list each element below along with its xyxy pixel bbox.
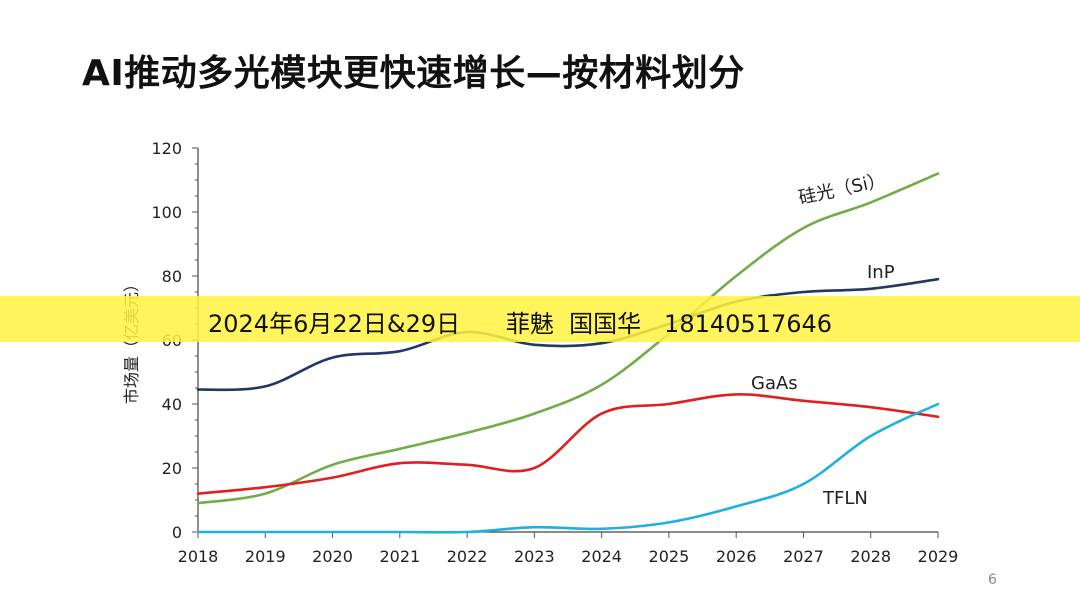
x-tick-label: 2018 [178,547,219,566]
series-label: GaAs [751,373,798,394]
series-line [196,277,940,392]
x-tick-label: 2026 [716,547,757,566]
y-tick-label: 20 [162,459,182,478]
y-tick-label: 100 [151,203,182,222]
x-tick-label: 2029 [918,547,959,566]
x-tick-label: 2021 [379,547,420,566]
x-tick-label: 2020 [312,547,353,566]
x-tick-label: 2022 [447,547,488,566]
series-line [196,393,940,495]
y-tick-label: 40 [162,395,182,414]
page-number: 6 [988,572,997,588]
series-label: TFLN [822,488,868,509]
x-tick-label: 2019 [245,547,286,566]
x-tick-label: 2025 [649,547,690,566]
y-tick-label: 0 [172,523,182,542]
watermark-banner [0,296,1080,342]
x-tick-label: 2028 [850,547,891,566]
y-tick-label: 80 [162,267,182,286]
series-line [196,172,940,505]
series-lines [196,172,940,534]
watermark-text: 2024年6月22日&29日 菲魅 国国华 18140517646 [208,310,833,338]
series-label: 硅光（Si） [797,170,888,209]
x-tick-label: 2024 [581,547,622,566]
series-line [196,402,940,534]
series-label: InP [867,262,895,283]
slide-title: AI推动多光模块更快速增长—按材料划分 [82,53,745,94]
x-tick-label: 2023 [514,547,555,566]
x-tick-label: 2027 [783,547,824,566]
y-tick-label: 120 [151,139,182,158]
x-axis: 2018 2019 2020 2021 2022 2023 2024 2025 2026 2027… [178,531,959,566]
